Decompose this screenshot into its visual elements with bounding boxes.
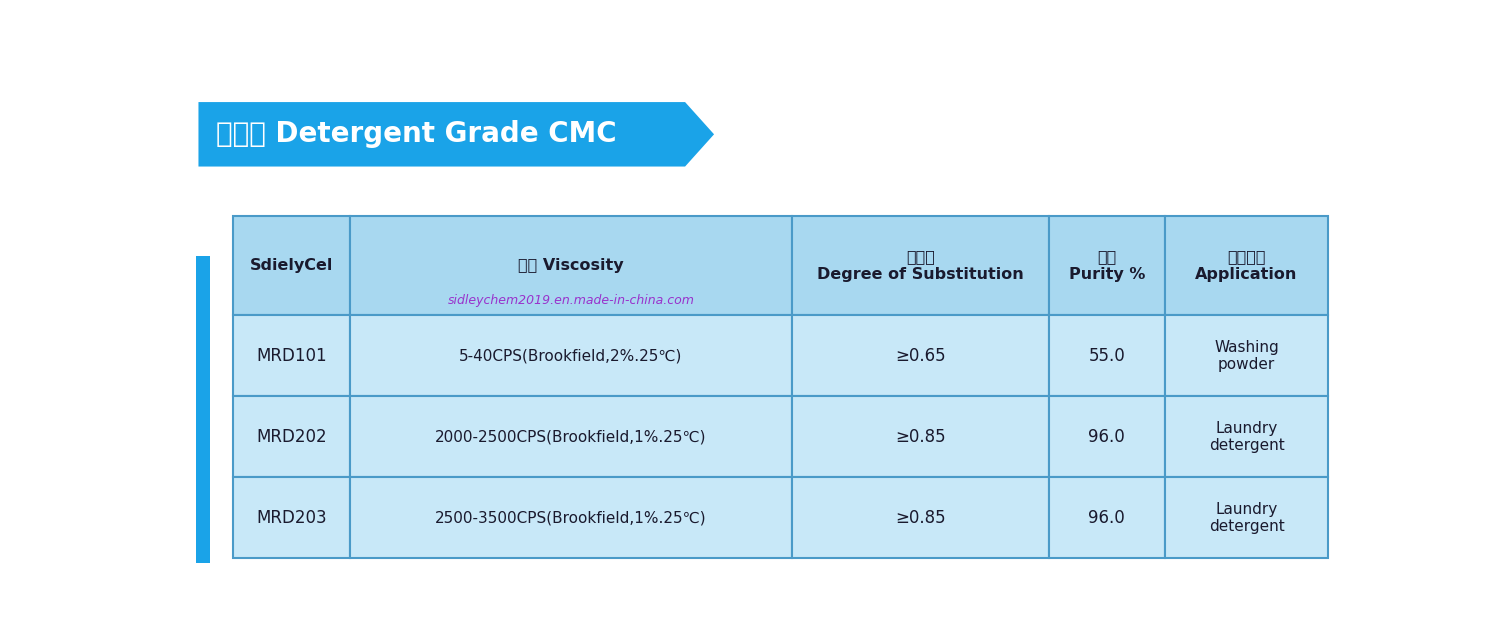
Bar	[350, 216, 792, 316]
Bar	[1165, 477, 1328, 558]
Bar	[233, 477, 350, 558]
Text: 2500-3500CPS(Brookfield,1%.25℃): 2500-3500CPS(Brookfield,1%.25℃)	[435, 510, 707, 526]
Bar	[1165, 316, 1328, 396]
Bar	[233, 396, 350, 477]
Bar	[792, 316, 1048, 396]
Text: 应用推荐
Application: 应用推荐 Application	[1196, 249, 1298, 282]
Bar	[1165, 216, 1328, 316]
Text: MRD202: MRD202	[256, 428, 327, 446]
Bar	[1048, 396, 1165, 477]
Text: 洗涤剂 Detergent Grade CMC: 洗涤剂 Detergent Grade CMC	[215, 120, 616, 148]
Text: MRD203: MRD203	[256, 509, 327, 527]
Bar	[350, 477, 792, 558]
Text: ≥0.65: ≥0.65	[896, 347, 946, 365]
Text: ≥0.85: ≥0.85	[896, 509, 946, 527]
Text: SdielyCel: SdielyCel	[250, 258, 333, 273]
Text: 粘度 Viscosity: 粘度 Viscosity	[519, 258, 623, 273]
Text: MRD101: MRD101	[256, 347, 327, 365]
Text: Laundry
detergent: Laundry detergent	[1209, 421, 1284, 453]
Bar	[1048, 216, 1165, 316]
Text: 5-40CPS(Brookfield,2%.25℃): 5-40CPS(Brookfield,2%.25℃)	[459, 348, 683, 363]
Bar	[1048, 316, 1165, 396]
Polygon shape	[199, 102, 715, 167]
Text: Washing
powder: Washing powder	[1214, 339, 1278, 372]
Text: Laundry
detergent: Laundry detergent	[1209, 502, 1284, 534]
Text: 2000-2500CPS(Brookfield,1%.25℃): 2000-2500CPS(Brookfield,1%.25℃)	[435, 430, 707, 444]
Bar	[350, 396, 792, 477]
Bar	[233, 316, 350, 396]
Bar	[233, 216, 350, 316]
Text: ≥0.85: ≥0.85	[896, 428, 946, 446]
Text: 纯度
Purity %: 纯度 Purity %	[1069, 249, 1145, 282]
Bar	[196, 256, 209, 564]
Bar	[350, 316, 792, 396]
Text: sidleychem2019.en.made-in-china.com: sidleychem2019.en.made-in-china.com	[447, 294, 695, 307]
Bar	[792, 396, 1048, 477]
Text: 96.0: 96.0	[1088, 509, 1126, 527]
Bar	[1165, 396, 1328, 477]
Bar	[1048, 477, 1165, 558]
Bar	[792, 477, 1048, 558]
Text: 96.0: 96.0	[1088, 428, 1126, 446]
Text: 55.0: 55.0	[1088, 347, 1126, 365]
Bar	[792, 216, 1048, 316]
Text: 取代度
Degree of Substitution: 取代度 Degree of Substitution	[818, 249, 1024, 282]
